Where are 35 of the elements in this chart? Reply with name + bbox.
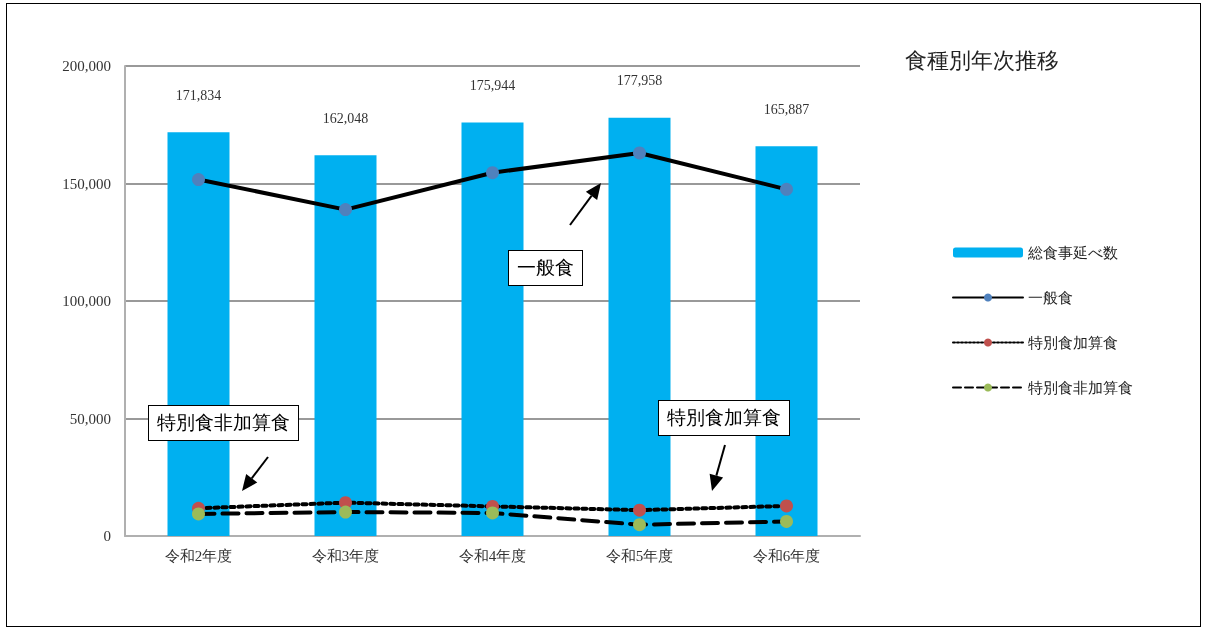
point: [339, 505, 352, 519]
data-label: 162,048: [322, 110, 369, 126]
annotation: 特別食非加算食: [148, 405, 299, 441]
data-label: 177,958: [616, 73, 663, 89]
annotation: 特別食加算食: [658, 400, 790, 436]
y-tick-label: 200,000: [62, 58, 111, 74]
data-label: 175,944: [469, 78, 516, 94]
point: [486, 506, 499, 520]
annotation: 一般食: [508, 250, 583, 286]
data-label: 165,887: [763, 101, 810, 117]
point: [633, 503, 646, 517]
y-tick-label: 50,000: [69, 410, 111, 427]
y-tick-label: 150,000: [62, 175, 111, 192]
point: [486, 166, 499, 180]
x-tick-label: 令和4年度: [458, 547, 527, 564]
point: [192, 507, 205, 521]
y-tick-label: 0: [103, 528, 111, 544]
point: [780, 182, 793, 196]
legend-label: 総食事延べ数: [1027, 244, 1118, 261]
data-label: 171,834: [175, 87, 222, 103]
x-tick-label: 令和5年度: [605, 547, 674, 564]
point: [339, 203, 352, 217]
x-tick-label: 令和6年度: [752, 547, 821, 564]
point: [192, 173, 205, 186]
point: [780, 514, 793, 528]
legend-label: 特別食非加算食: [1028, 379, 1133, 396]
y-tick-label: 100,000: [62, 293, 111, 309]
text: 食種別年次推移: [905, 47, 1059, 73]
legend-label: 一般食: [1028, 289, 1073, 306]
x-tick-label: 令和3年度: [311, 547, 380, 564]
point: [633, 146, 646, 160]
x-tick-label: 令和2年度: [164, 547, 233, 564]
point: [633, 518, 646, 532]
point: [780, 499, 793, 513]
legend-label: 特別食加算食: [1028, 334, 1118, 351]
